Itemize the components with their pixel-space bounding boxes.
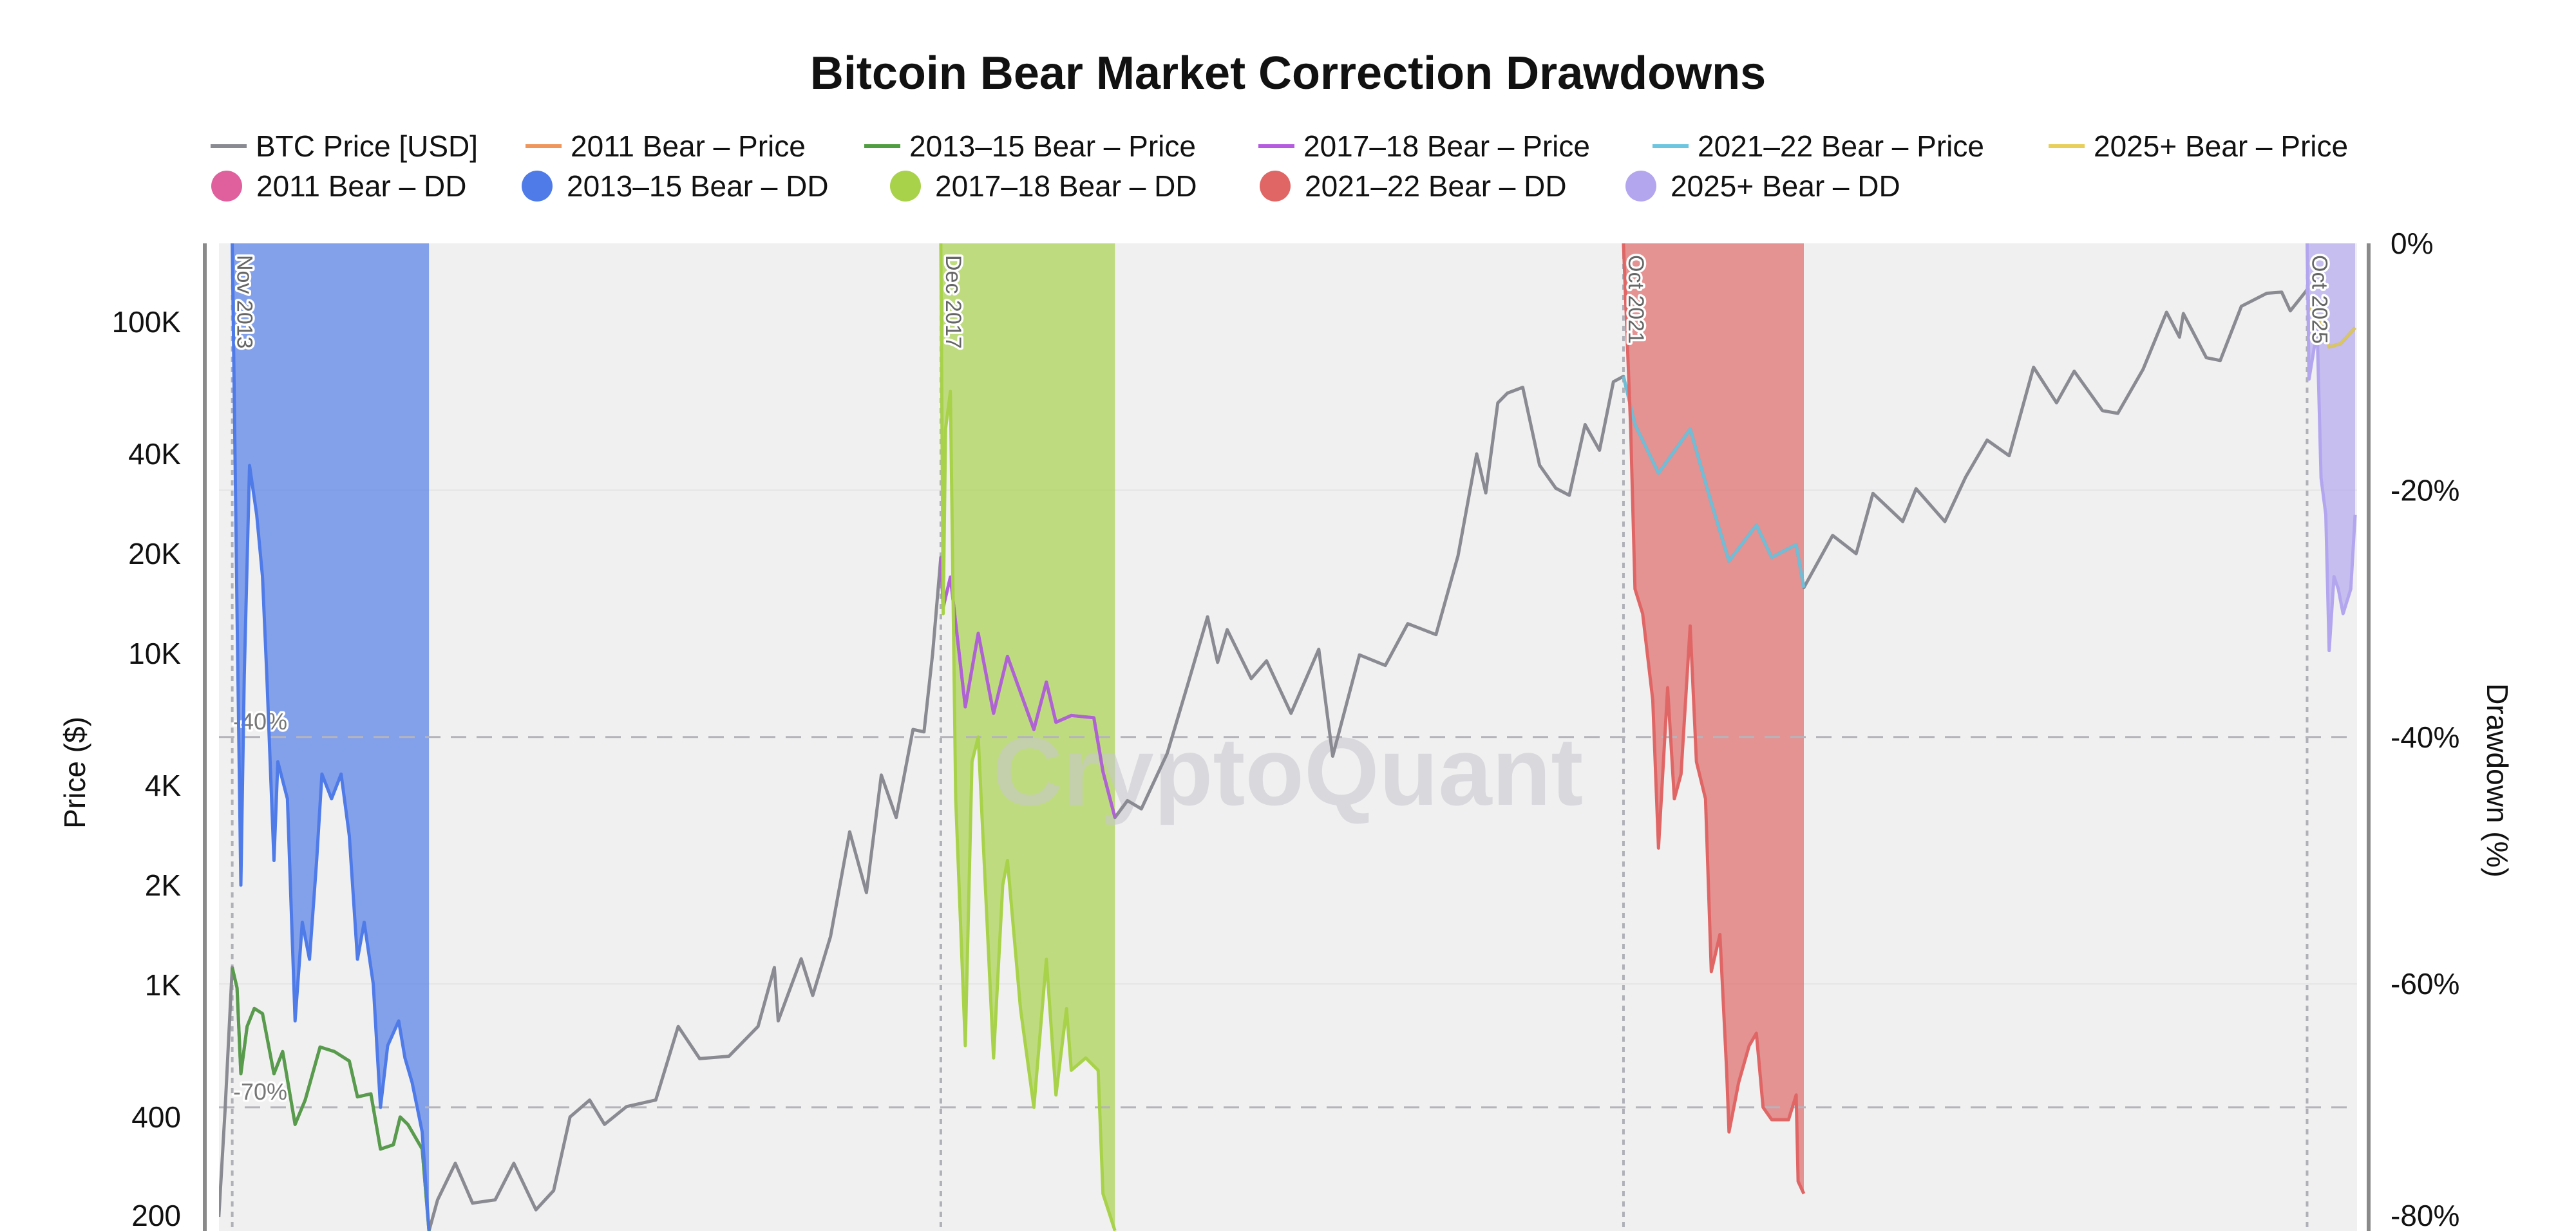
legend-item-price: 2025+ Bear – Price [2049,129,2348,163]
legend-label: 2021–22 Bear – DD [1305,169,1567,203]
legend-item-price: 2011 Bear – Price [526,129,806,163]
y2-tick-label: -60% [2391,967,2459,1001]
legend-dot-swatch [1260,171,1291,202]
legend-dot-swatch [211,171,242,202]
y2-tick-label: -80% [2391,1199,2459,1231]
legend-item-dd: 2013–15 Bear – DD [522,169,829,203]
plot-area: CryptoQuant -40% -70% Nov 2013 Dec 2017 Oct… [219,243,2357,1231]
legend-dot-swatch [522,171,553,202]
y-tick-label: 100K [112,305,182,339]
reference-line-label: -70% [233,1078,287,1105]
legend-item-dd: 2025+ Bear – DD [1625,169,1900,203]
y-tick-label: 10K [128,637,181,670]
gridlines [219,489,2357,985]
y-tick-label: 1K [145,968,182,1002]
y2-tick-label: 0% [2391,227,2433,260]
legend-label: 2013–15 Bear – DD [567,169,829,203]
legend-item-price: BTC Price [USD] [211,129,478,163]
legend-label: 2025+ Bear – DD [1671,169,1900,203]
chart-title: Bitcoin Bear Market Correction Drawdowns [810,48,1766,99]
y-tick-label: 4K [145,769,182,802]
legend-label: 2011 Bear – Price [571,129,806,163]
legend: BTC Price [USD] 2011 Bear – Price 2013–15 … [211,129,2348,203]
legend-item-price: 2013–15 Bear – Price [864,129,1196,163]
y-tick-label: 400 [131,1100,181,1134]
y-tick-label: 2K [145,869,182,902]
bear-start-label: Oct 2025 [2307,255,2331,344]
legend-item-price: 2017–18 Bear – Price [1258,129,1590,163]
legend-label: 2013–15 Bear – Price [909,129,1196,163]
legend-item-price: 2021–22 Bear – Price [1653,129,1984,163]
bear-price-line-2021–22 [1622,376,1806,588]
bear-start-labels: Nov 2013 Dec 2017 Oct 2021 Oct 2025 [230,253,2334,352]
series-lines [219,243,2357,1231]
legend-label: 2025+ Bear – Price [2094,129,2348,163]
legend-label: 2017–18 Bear – DD [935,169,1197,203]
legend-item-dd: 2011 Bear – DD [211,169,466,203]
drawdown-line-2013–15 [231,243,431,1231]
bear-start-label: Nov 2013 [232,255,257,349]
legend-label: BTC Price [USD] [256,129,478,163]
right-axis-title: Drawdown (%) [2481,683,2514,878]
bear-start-label: Oct 2021 [1624,255,1648,344]
left-axis-title: Price ($) [58,717,91,829]
bear-price-line-2013–15 [231,967,431,1231]
btc-price-line [219,288,2356,1231]
y-tick-label: 40K [128,437,181,471]
watermark-logo: CryptoQuant [993,717,1584,825]
right-axis-ticks: 0% -20% -40% -60% -80% [2391,227,2459,1231]
y2-tick-label: -20% [2391,473,2459,507]
drawdown-line-2017–18 [939,243,1117,1231]
legend-item-dd: 2017–18 Bear – DD [890,169,1197,203]
legend-label: 2021–22 Bear – Price [1698,129,1984,163]
legend-label: 2011 Bear – DD [256,169,466,203]
y-tick-label: 200 [131,1199,181,1231]
bear-start-label: Dec 2017 [941,255,965,349]
drawdown-fill-2021–22 [1623,243,1804,1194]
y2-tick-label: -40% [2391,720,2459,754]
legend-dot-swatch [890,171,921,202]
legend-label: 2017–18 Bear – Price [1303,129,1590,163]
legend-item-dd: 2021–22 Bear – DD [1260,169,1567,203]
reference-lines: -40% -70% [219,706,2357,1109]
left-axis-ticks: 100K 40K 20K 10K 4K 2K 1K 400 200 [112,305,182,1231]
drawdown-line-2025+ [2306,243,2357,653]
legend-dot-swatch [1625,171,1656,202]
reference-line-label: -40% [233,708,287,735]
y-tick-label: 20K [128,537,181,570]
drawdown-line-2021–22 [1622,243,1806,1195]
